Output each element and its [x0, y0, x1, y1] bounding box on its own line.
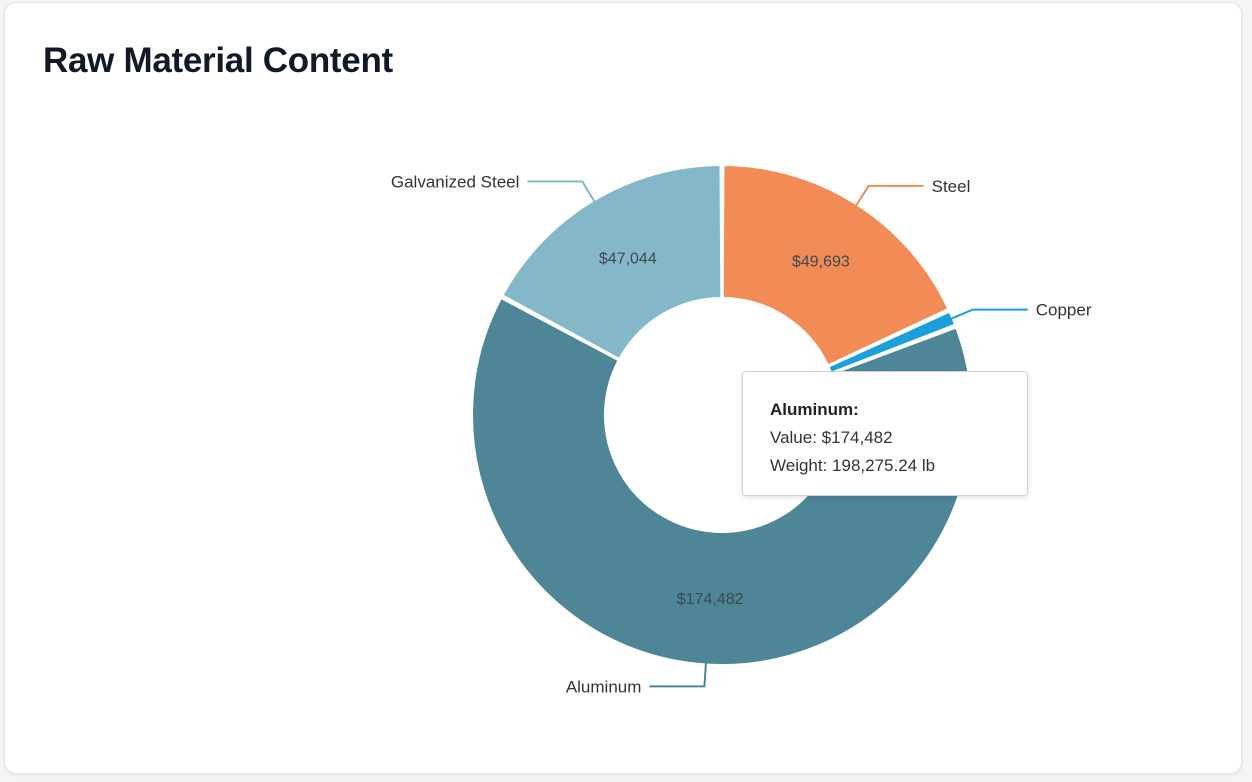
- value-label-aluminum: $174,482: [677, 591, 744, 608]
- tooltip-value: Value: $174,482: [770, 428, 893, 447]
- leader-line-steel: [854, 184, 924, 207]
- chart-tooltip: Aluminum: Value: $174,482 Weight: 198,27…: [742, 371, 1028, 496]
- category-label-copper: Copper: [1036, 301, 1092, 320]
- category-label-galvanized-steel: Galvanized Steel: [391, 173, 520, 192]
- category-label-aluminum: Aluminum: [566, 677, 642, 696]
- leader-line-aluminum: [649, 662, 707, 688]
- value-label-steel: $49,693: [792, 253, 850, 270]
- slice-galvanized-steel[interactable]: [501, 164, 723, 361]
- category-label-steel: Steel: [932, 177, 971, 196]
- leader-line-copper: [950, 308, 1028, 320]
- value-label-galvanized-steel: $47,044: [599, 251, 657, 268]
- tooltip-weight: Weight: 198,275.24 lb: [770, 456, 936, 475]
- leader-line-galvanized-steel: [527, 180, 596, 203]
- tooltip-title: Aluminum:: [770, 400, 859, 419]
- slice-steel[interactable]: [721, 164, 950, 367]
- card-title: Raw Material Content: [43, 41, 393, 80]
